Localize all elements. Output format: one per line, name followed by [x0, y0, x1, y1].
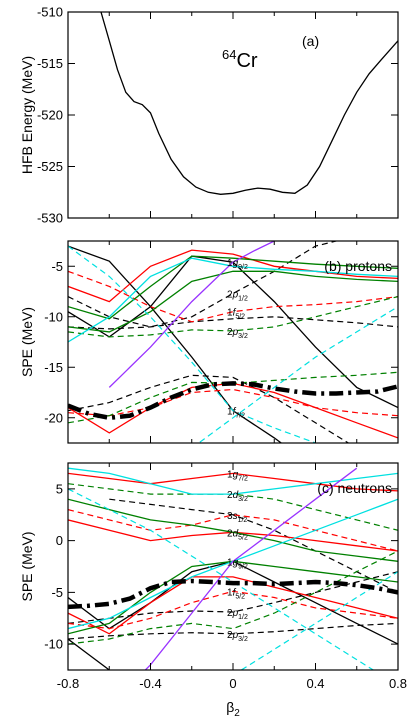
- orbital-label: 2p1/2: [227, 290, 248, 303]
- fermi-level-line-1-0: [68, 381, 398, 421]
- y-tick-label: -20: [44, 410, 63, 425]
- series-line-0-0: [100, 12, 398, 195]
- x-tick-label: 0: [229, 676, 236, 691]
- x-axis-title: β2: [226, 699, 240, 719]
- nucleus-label: 64Cr: [222, 47, 258, 72]
- panel-0-series: [100, 12, 398, 195]
- series-line-2-6: [68, 472, 398, 492]
- panel-0-frame: [67, 11, 399, 219]
- series-line-2-17: [68, 488, 375, 670]
- y-axis-title: SPE (MeV): [19, 307, 35, 377]
- series-line-1-10: [68, 255, 398, 320]
- y-tick-label: 0: [56, 533, 63, 548]
- orbital-label: 2p1/2: [227, 608, 248, 621]
- series-line-2-16: [68, 467, 398, 495]
- series-line-2-9: [68, 590, 398, 630]
- panel-label: (a): [302, 33, 319, 49]
- x-tick-label: 0.4: [306, 676, 324, 691]
- series-line-1-16: [197, 306, 398, 443]
- y-tick-label: -5: [51, 259, 63, 274]
- orbital-label: 1g9/2: [227, 557, 248, 570]
- fermi-level-line-2-0: [68, 578, 398, 610]
- series-line-1-12: [68, 296, 398, 338]
- y-tick-label: -520: [37, 108, 63, 123]
- orbital-label: 1f5/2: [227, 308, 245, 321]
- series-line-1-5: [68, 374, 350, 443]
- y-tick-label: -530: [37, 211, 63, 226]
- series-line-2-13: [68, 550, 398, 645]
- y-tick-label: -515: [37, 56, 63, 71]
- y-tick-label: -15: [44, 360, 63, 375]
- y-tick-label: 5: [56, 481, 63, 496]
- orbital-label: 1g9/2: [227, 258, 248, 271]
- series-line-1-17: [108, 241, 275, 388]
- y-axis-title: HFB Energy (MeV): [19, 56, 35, 174]
- x-tick-label: -0.4: [139, 676, 161, 691]
- y-axis-title: SPE (MeV): [19, 531, 35, 601]
- series-line-1-14: [68, 257, 398, 343]
- panel-label: (c) neutrons: [317, 480, 392, 496]
- orbital-label: 3s1/2: [227, 511, 247, 524]
- series-line-2-3: [68, 571, 398, 624]
- orbital-label: 2p3/2: [227, 630, 248, 643]
- orbital-label: 2d5/2: [227, 528, 248, 541]
- orbital-label: 1g7/2: [227, 469, 248, 482]
- y-tick-label: -10: [44, 309, 63, 324]
- series-line-1-9: [68, 388, 398, 417]
- y-tick-label: -10: [44, 637, 63, 652]
- series-line-2-12: [68, 498, 398, 562]
- orbital-label: 1f5/2: [227, 587, 245, 600]
- series-line-2-10: [68, 509, 398, 552]
- panel-2-series: [68, 467, 398, 670]
- series-line-1-4: [68, 316, 398, 330]
- x-tick-label: -0.8: [57, 676, 79, 691]
- orbital-label: 2p3/2: [227, 327, 248, 340]
- series-line-1-15: [68, 245, 319, 443]
- y-tick-label: -525: [37, 159, 63, 174]
- series-line-2-7: [68, 576, 398, 635]
- series-line-2-2: [68, 638, 111, 670]
- orbital-label: 2d3/2: [227, 490, 248, 503]
- series-line-1-2: [68, 245, 283, 443]
- orbital-label: 1f7/2: [227, 407, 245, 420]
- series-line-1-11: [68, 270, 398, 333]
- series-line-2-5: [109, 498, 398, 593]
- x-tick-label: 0.8: [389, 676, 407, 691]
- panel-1-series: [68, 241, 398, 443]
- y-tick-label: -510: [37, 5, 63, 20]
- y-tick-label: -5: [51, 585, 63, 600]
- series-line-1-3: [68, 241, 339, 328]
- panel-label: (b) protons: [324, 258, 392, 274]
